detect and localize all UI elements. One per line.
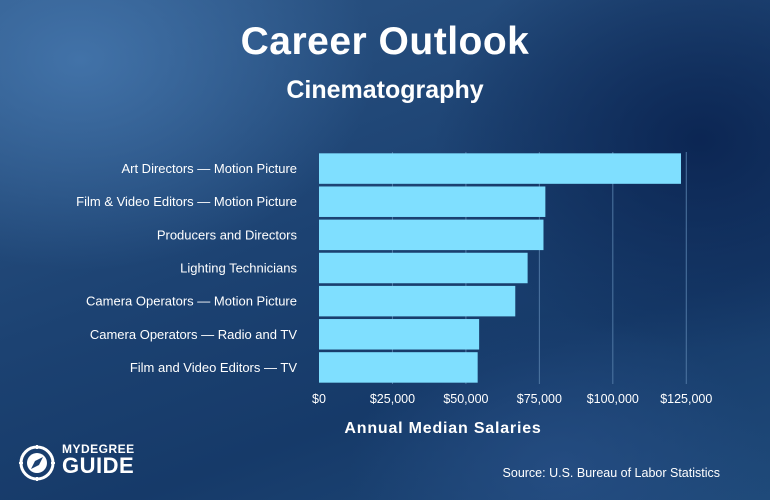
x-axis-label: Annual Median Salaries [344,420,541,437]
x-tick-label: $75,000 [517,392,562,406]
compass-icon [19,445,55,481]
bar [319,352,478,383]
category-label: Producers and Directors [157,227,298,242]
category-label: Film and Video Editors — TV [130,360,297,375]
x-tick-label: $100,000 [587,392,639,406]
x-tick-label: $50,000 [443,392,488,406]
category-label: Camera Operators — Motion Picture [86,294,297,309]
bar [319,285,516,317]
x-tick-label: $0 [312,392,326,406]
bar [319,219,544,251]
logo-text-bottom: GUIDE [62,453,135,478]
logo-text-top: MYDEGREE [62,442,135,456]
mydegreeguide-logo: MYDEGREE GUIDE [18,440,158,484]
source-note: Source: U.S. Bureau of Labor Statistics [502,466,720,480]
category-label: Art Directors — Motion Picture [121,161,297,176]
bar [319,186,546,217]
x-tick-label: $125,000 [660,392,712,406]
bar [319,252,528,284]
category-label: Lighting Technicians [180,261,297,276]
category-label: Camera Operators — Radio and TV [90,327,297,342]
page-subtitle: Cinematography [286,76,484,104]
page-title: Career Outlook [240,20,530,63]
bar [319,153,681,184]
x-tick-label: $25,000 [370,392,415,406]
category-label: Film & Video Editors — Motion Picture [76,194,297,209]
bar [319,319,480,350]
